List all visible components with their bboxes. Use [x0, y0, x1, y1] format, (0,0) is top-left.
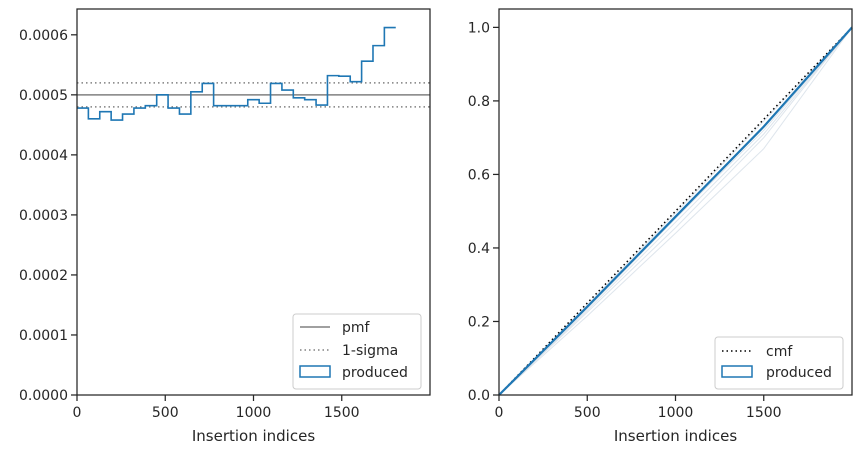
histogram-legend-box — [292, 313, 422, 390]
histogram-y-tick-label: 0.0000 — [19, 388, 68, 404]
histogram-x-tick-label: 1500 — [324, 405, 360, 421]
histogram-legend: pmf 1-sigma produced — [292, 313, 422, 390]
cmf-marks — [498, 26, 853, 396]
histogram-panel: 0 500 1000 1500 0.0000 0.0001 0.0002 0.0003 0.00… — [19, 8, 431, 445]
histogram-x-tick-label: 1000 — [236, 405, 272, 421]
histogram-y-tick-label: 0.0006 — [19, 28, 68, 44]
cmf-x-axis-label: Insertion indices — [614, 427, 737, 445]
cmf-x-tick-label: 0 — [495, 405, 504, 421]
histogram-y-tick-label: 0.0004 — [19, 148, 68, 164]
cmf-panel: 0 500 1000 1500 0.0 0.2 0.4 0.6 0.8 1.0 Insertion… — [468, 8, 853, 445]
histogram-x-axis-label: Insertion indices — [192, 427, 315, 445]
histogram-x-tick-label: 500 — [152, 405, 179, 421]
faint-cmf-line — [498, 27, 853, 396]
legend-produced-label: produced — [342, 365, 408, 381]
histogram-y-tick-label: 0.0005 — [19, 88, 68, 104]
cmf-legend: cmf produced — [714, 336, 844, 390]
cmf-x-tick-label: 500 — [574, 405, 601, 421]
histogram-ticks: 0 500 1000 1500 0.0000 0.0001 0.0002 0.0003 0.00… — [19, 28, 360, 421]
cmf-y-tick-label: 0.4 — [468, 241, 490, 257]
legend-sigma-label: 1-sigma — [342, 343, 398, 359]
histogram-x-tick-label: 0 — [73, 405, 82, 421]
faint-cmf-line — [498, 27, 853, 396]
cmf-y-tick-label: 0.8 — [468, 94, 490, 110]
cmf-x-tick-label: 1000 — [658, 405, 694, 421]
cmf-y-tick-label: 0.0 — [468, 388, 490, 404]
cmf-ticks: 0 500 1000 1500 0.0 0.2 0.4 0.6 0.8 1.0 — [468, 20, 782, 421]
cmf-y-tick-label: 0.2 — [468, 314, 490, 330]
legend-pmf-label: pmf — [342, 320, 371, 336]
legend-cmf-produced-label: produced — [766, 365, 832, 381]
produced-histogram-step — [77, 26, 396, 121]
histogram-y-tick-label: 0.0001 — [19, 328, 68, 344]
legend-cmf-produced-swatch — [721, 365, 753, 378]
histogram-y-tick-label: 0.0002 — [19, 268, 68, 284]
legend-produced-swatch — [299, 365, 331, 378]
faint-cmf-line — [498, 27, 853, 396]
cmf-x-tick-label: 1500 — [746, 405, 782, 421]
cmf-legend-box — [714, 336, 844, 390]
cmf-y-tick-label: 0.6 — [468, 167, 490, 183]
cmf-y-tick-label: 1.0 — [468, 20, 490, 36]
histogram-y-tick-label: 0.0003 — [19, 208, 68, 224]
legend-cmf-label: cmf — [766, 344, 793, 360]
produced-line — [498, 26, 853, 396]
histogram-marks — [77, 26, 430, 121]
